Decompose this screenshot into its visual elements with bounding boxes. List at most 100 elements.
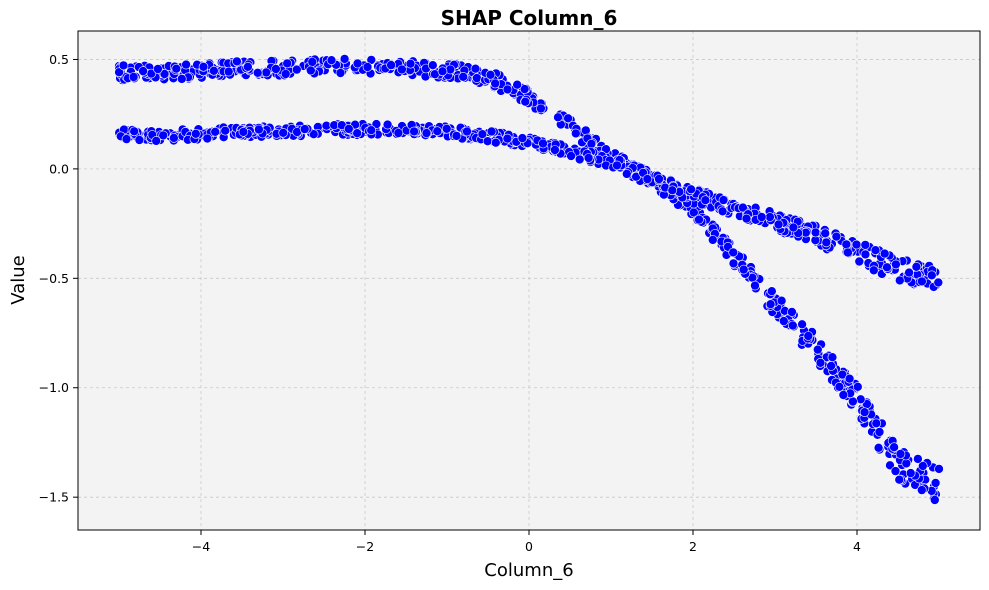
data-point <box>432 126 443 136</box>
data-point <box>827 352 838 363</box>
data-point <box>261 67 272 78</box>
y-tick-label: 0.5 <box>49 52 69 67</box>
data-point <box>843 247 853 258</box>
data-point <box>686 184 696 195</box>
data-point <box>882 262 892 273</box>
data-point <box>871 418 882 429</box>
data-point <box>765 212 775 222</box>
data-point <box>243 62 253 72</box>
data-point <box>694 214 704 225</box>
data-point <box>445 64 456 75</box>
data-point <box>282 58 293 69</box>
data-point <box>177 74 187 84</box>
data-point <box>171 63 182 74</box>
data-point <box>129 126 139 137</box>
data-point <box>118 60 129 71</box>
data-point <box>441 124 452 134</box>
data-point <box>859 407 870 418</box>
data-point <box>854 256 865 267</box>
data-point <box>911 261 922 272</box>
data-point <box>707 235 718 245</box>
data-point <box>844 373 855 384</box>
data-point <box>885 460 895 471</box>
data-point <box>583 153 594 163</box>
data-point <box>654 174 664 184</box>
data-point <box>788 222 799 233</box>
data-point <box>470 63 481 74</box>
data-point <box>810 227 821 238</box>
data-point <box>889 442 899 453</box>
data-point <box>121 134 132 144</box>
x-axis-label: Column_6 <box>484 560 573 581</box>
data-point <box>848 396 858 407</box>
data-point <box>773 219 784 230</box>
data-point <box>502 84 513 95</box>
data-point <box>490 78 501 89</box>
data-point <box>728 247 739 258</box>
data-point <box>797 319 807 330</box>
data-point <box>210 127 220 137</box>
x-tick-label: −2 <box>356 539 374 554</box>
data-point <box>462 126 472 137</box>
data-point <box>386 60 396 70</box>
data-point <box>765 299 776 310</box>
data-point <box>477 129 488 139</box>
y-tick-label: −0.5 <box>39 271 69 286</box>
data-point <box>574 154 585 165</box>
data-point <box>482 136 493 146</box>
data-point <box>891 259 901 270</box>
data-point <box>550 145 560 155</box>
data-point <box>916 485 927 495</box>
data-point <box>890 466 901 476</box>
data-point <box>451 131 462 141</box>
data-point <box>934 464 944 474</box>
data-point <box>826 361 836 371</box>
data-point <box>904 267 914 278</box>
data-point <box>397 64 407 75</box>
chart-title: SHAP Column_6 <box>441 6 618 30</box>
data-point <box>895 449 906 459</box>
data-point <box>278 128 289 138</box>
data-point <box>458 72 469 82</box>
data-point <box>821 237 832 248</box>
data-point <box>519 84 530 94</box>
data-point <box>254 124 264 135</box>
data-point <box>159 69 170 79</box>
data-point <box>339 54 350 64</box>
data-point <box>252 68 263 78</box>
data-point <box>874 427 885 437</box>
data-point <box>838 390 849 400</box>
data-point <box>366 125 377 135</box>
data-point <box>851 239 862 250</box>
data-point <box>409 126 419 137</box>
data-point <box>929 495 940 505</box>
data-point <box>766 286 777 297</box>
data-point <box>486 126 497 137</box>
grid-lines <box>78 31 980 530</box>
x-tick-label: −4 <box>192 539 210 554</box>
data-point <box>362 62 373 72</box>
data-point <box>517 133 528 143</box>
data-point <box>191 129 201 139</box>
data-point <box>202 133 213 144</box>
data-point <box>905 468 916 478</box>
data-point <box>343 124 354 134</box>
data-point <box>158 130 168 141</box>
data-point <box>879 248 890 259</box>
data-point <box>870 245 881 255</box>
data-point <box>308 129 319 139</box>
data-point <box>776 295 787 306</box>
y-axis-label: Value <box>8 255 29 304</box>
data-point <box>181 59 191 70</box>
data-point <box>307 57 318 67</box>
data-point <box>868 265 879 276</box>
data-point <box>894 275 905 286</box>
data-point <box>209 66 219 76</box>
data-point <box>917 461 928 471</box>
data-point <box>291 64 302 75</box>
data-point <box>566 151 576 161</box>
data-point <box>427 60 438 70</box>
data-point <box>134 135 145 145</box>
data-point <box>738 202 748 213</box>
x-tick-label: 2 <box>689 539 697 554</box>
